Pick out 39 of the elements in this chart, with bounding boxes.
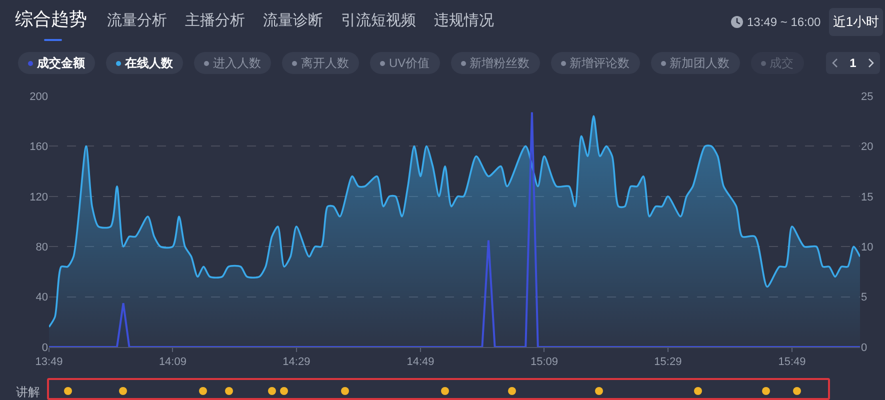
text: 违规情况	[434, 11, 494, 31]
legend-label: 在线人数	[125, 55, 173, 72]
y-tick-label: 80	[36, 241, 48, 254]
pager: 1	[826, 52, 880, 74]
chart-title: 综合趋势	[15, 9, 87, 29]
x-tick-label: 14:49	[406, 356, 434, 368]
x-tick-label: 15:09	[530, 356, 558, 368]
y2-tick-label: 0	[861, 342, 868, 354]
y-tick-label: 40	[36, 292, 48, 304]
y-tick-label: 0	[42, 342, 48, 354]
x-tick-label: 14:09	[158, 356, 186, 368]
y-tick-label: 200	[30, 90, 48, 103]
y2-tick-label: 25	[861, 90, 874, 103]
text: 流量诊断	[263, 11, 323, 31]
filter-chip: 离开人数	[282, 52, 359, 74]
text: 主播分析	[185, 11, 245, 31]
x-tick-label: 13:49	[35, 356, 63, 368]
filter-chip: 在线人数	[106, 52, 183, 74]
y2-tick-label: 5	[861, 292, 868, 304]
filter-chip: 进入人数	[194, 52, 271, 74]
text: 讲解	[16, 385, 40, 399]
text: 引流短视频	[341, 11, 416, 31]
x-tick-label: 15:49	[778, 356, 806, 368]
filter-chip: 新增评论数	[550, 52, 640, 74]
filter-chip: 新增粉丝数	[450, 52, 540, 74]
text: 流量分析	[107, 11, 167, 31]
filter-chip: 新加团人数	[650, 52, 740, 74]
y-tick-label: 120	[30, 191, 48, 204]
time-range-button: 近1小时	[829, 8, 883, 36]
text: 13:49 ~ 16:00	[747, 14, 821, 30]
y2-tick-label: 10	[861, 241, 874, 254]
y2-tick-label: 20	[861, 141, 874, 154]
filter-chip: UV价值	[370, 52, 440, 74]
x-tick-label: 14:29	[282, 356, 310, 368]
y2-tick-label: 15	[861, 191, 874, 204]
filter-chip: 成交金额	[18, 52, 95, 74]
legend-label: 成交金额	[37, 55, 85, 72]
y-tick-label: 160	[30, 141, 48, 154]
x-tick-label: 15:29	[654, 356, 682, 368]
